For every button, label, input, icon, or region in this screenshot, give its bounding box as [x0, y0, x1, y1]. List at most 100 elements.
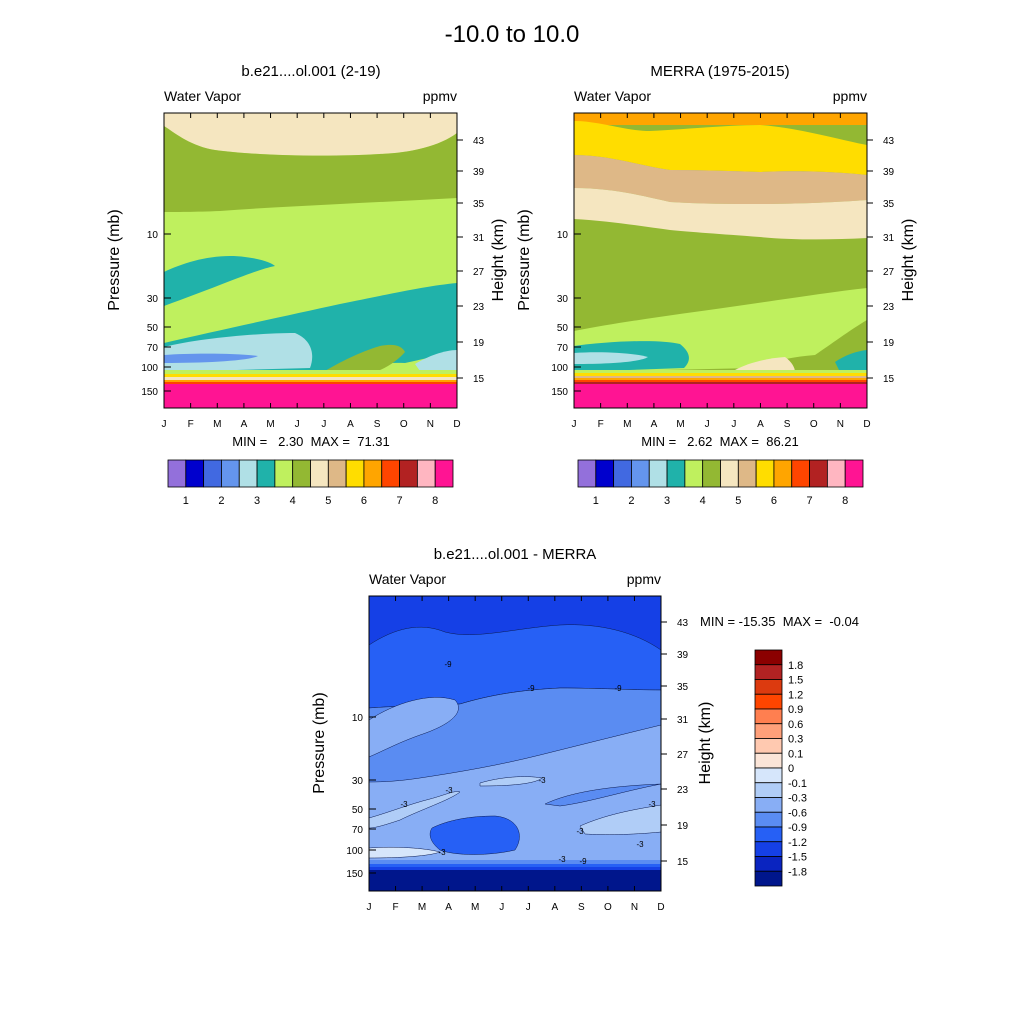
- x-tick-label: M: [266, 419, 274, 430]
- colorbar-swatch: [363, 459, 383, 488]
- colorbar-label: -0.9: [788, 822, 807, 834]
- colorbar-swatch: [327, 459, 347, 488]
- colorbar-label: 3: [664, 495, 670, 507]
- colorbar-swatch: [754, 826, 783, 843]
- y-axis-label: Pressure (mb): [311, 692, 328, 793]
- contour-fill: [579, 804, 661, 835]
- colorbar-swatch: [754, 752, 783, 769]
- colorbar-swatch: [631, 459, 650, 488]
- colorbar: 1.8 1.5 1.2 0.9 0.6 0.3 0.1 0 -0.1 -0.3 -0.6 -0.9 -1…: [754, 649, 807, 887]
- contour-fill: [574, 384, 867, 408]
- plot-frame: [163, 112, 458, 409]
- x-tick-label: F: [598, 419, 604, 430]
- colorbar-swatch: [381, 459, 400, 488]
- x-tick-label: S: [374, 419, 381, 430]
- colorbar-swatch: [399, 459, 418, 488]
- variable-label: Water Vapor: [369, 571, 446, 587]
- colorbar-label: 1: [183, 495, 189, 507]
- height-axis: 43 39 35 31 27 23 19 15: [457, 136, 485, 385]
- colorbar-swatch: [274, 459, 294, 488]
- panel-title: MERRA (1975-2015): [650, 63, 789, 80]
- colorbar-swatch: [577, 459, 597, 488]
- y-axis-label-right: Height (km): [490, 219, 507, 302]
- y-tick-label: 150: [346, 869, 363, 880]
- colorbar-label: 2: [628, 495, 634, 507]
- height-tick-label: 15: [473, 374, 485, 385]
- y-tick-label: 10: [147, 230, 159, 241]
- units-label: ppmv: [833, 88, 867, 104]
- plot-frame: [573, 112, 868, 409]
- colorbar-swatch: [754, 723, 783, 739]
- units-label: ppmv: [627, 571, 661, 587]
- y-tick-label: 30: [147, 294, 159, 305]
- colorbar-swatch: [844, 459, 864, 488]
- min-max-label: MIN = 2.30 MAX = 71.31: [232, 434, 390, 449]
- colorbar-label: 4: [290, 495, 296, 507]
- colorbar-label: 1.5: [788, 675, 803, 687]
- x-tick-label: M: [676, 419, 684, 430]
- x-tick-label: A: [347, 419, 354, 430]
- contour-fill: [429, 815, 520, 855]
- x-tick-label: N: [427, 419, 434, 430]
- y-tick-label: 50: [352, 805, 364, 816]
- colorbar-label: 8: [842, 495, 848, 507]
- contour-fill: [369, 846, 441, 859]
- colorbar-swatch: [754, 870, 783, 887]
- x-tick-label: O: [400, 419, 408, 430]
- height-tick-label: 31: [473, 233, 485, 244]
- height-tick-label: 43: [883, 136, 895, 147]
- colorbar-swatch: [702, 459, 721, 488]
- contour-fill: [835, 350, 867, 372]
- contour-fill: [574, 373, 867, 376]
- y-tick-label: 10: [352, 713, 364, 724]
- contour-fill: [164, 126, 457, 212]
- height-tick-label: 39: [473, 167, 485, 178]
- colorbar-swatch: [754, 782, 783, 798]
- colorbar-label: 1: [593, 495, 599, 507]
- y-tick-label: 100: [141, 363, 158, 374]
- contour-field: [369, 596, 661, 891]
- figure-title: -10.0 to 10.0: [445, 21, 580, 48]
- contour-label: -3: [438, 848, 446, 857]
- contour-label: -9: [444, 660, 452, 669]
- colorbar-swatch: [238, 459, 258, 488]
- x-tick-label: O: [604, 902, 612, 913]
- x-tick-label: M: [418, 902, 426, 913]
- contour-fill: [164, 370, 457, 374]
- height-tick-label: 39: [883, 167, 895, 178]
- contour-fill: [164, 384, 457, 408]
- colorbar-label: -1.8: [788, 866, 807, 878]
- y-tick-label: 100: [551, 363, 568, 374]
- colorbar-swatch: [292, 459, 311, 488]
- x-tick-label: N: [837, 419, 844, 430]
- contour-fill: [574, 188, 867, 240]
- colorbar-label: 4: [700, 495, 706, 507]
- colorbar-label: -0.3: [788, 793, 807, 805]
- colorbar-label: 5: [735, 495, 741, 507]
- y-tick-label: 50: [557, 323, 569, 334]
- colorbar-label: 0.9: [788, 704, 803, 716]
- colorbar-label: -1.2: [788, 837, 807, 849]
- colorbar-label: 3: [254, 495, 260, 507]
- contour-label: -3: [648, 800, 656, 809]
- colorbar-label: 2: [218, 495, 224, 507]
- contour-label: -3: [636, 840, 644, 849]
- contour-labels: -9 -9 -9 -3 -3 -3 -3 -3 -3 -3 -3 -9: [400, 660, 656, 866]
- x-tick-label: J: [731, 419, 736, 430]
- colorbar-label: 1.8: [788, 660, 803, 672]
- colorbar-label: 0.1: [788, 748, 803, 760]
- colorbar-swatch: [684, 459, 704, 488]
- height-axis: 43 39 35 31 27 23 19 15: [661, 618, 689, 868]
- height-tick-label: 31: [677, 715, 689, 726]
- height-tick-label: 35: [473, 199, 485, 210]
- contour-label: -3: [538, 776, 546, 785]
- colorbar-label: 7: [397, 495, 403, 507]
- colorbar-swatch: [754, 664, 783, 680]
- colorbar-swatch: [754, 693, 783, 710]
- contour-label: -9: [527, 684, 535, 693]
- colorbar-label: -0.6: [788, 807, 807, 819]
- colorbar-label: 7: [807, 495, 813, 507]
